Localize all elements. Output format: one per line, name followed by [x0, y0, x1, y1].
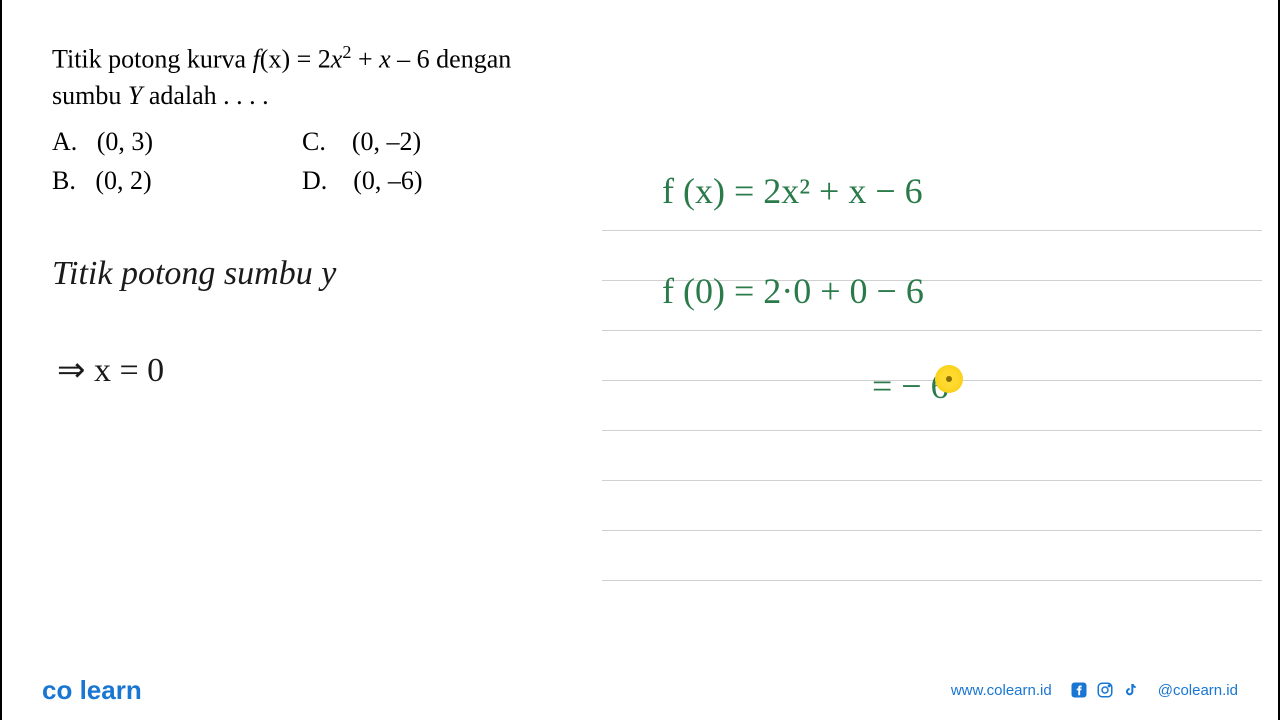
options-row: A. (0, 3) B. (0, 2) C. (0, –2) D. (0, –6… [52, 122, 672, 200]
handwrite-right-1: f (x) = 2x² + x − 6 [662, 170, 923, 212]
options-col-2: C. (0, –2) D. (0, –6) [302, 122, 552, 200]
option-d: D. (0, –6) [302, 161, 552, 200]
post: adalah . . . . [142, 81, 268, 110]
tail: – 6 dengan [391, 45, 512, 74]
option-b: B. (0, 2) [52, 161, 302, 200]
rule-line [602, 430, 1262, 431]
handwrite-left-1: Titik potong sumbu y [52, 255, 336, 293]
text: Titik potong kurva [52, 45, 253, 74]
instagram-icon [1096, 681, 1114, 699]
question-block: Titik potong kurva f(x) = 2x2 + x – 6 de… [52, 40, 672, 200]
eq: = 2 [290, 45, 331, 74]
var-x: x [331, 45, 343, 74]
var-y: Y [128, 81, 142, 110]
handwrite-right-2: f (0) = 2·0 + 0 − 6 [662, 270, 924, 312]
question-line-2: sumbu Y adalah . . . . [52, 78, 672, 114]
rule-line [602, 330, 1262, 331]
brand-logo: co learn [42, 675, 142, 706]
options-col-1: A. (0, 3) B. (0, 2) [52, 122, 302, 200]
arg: (x) [260, 45, 290, 74]
question-line-1: Titik potong kurva f(x) = 2x2 + x – 6 de… [52, 40, 672, 78]
rule-line [602, 580, 1262, 581]
cursor-highlight-icon [935, 365, 963, 393]
handwrite-left-2: ⇒ x = 0 [57, 350, 164, 390]
tiktok-icon [1122, 681, 1140, 699]
footer-url: www.colearn.id [951, 682, 1052, 699]
rule-line [602, 480, 1262, 481]
plus: + [351, 45, 379, 74]
text: sumbu [52, 81, 128, 110]
option-a: A. (0, 3) [52, 122, 302, 161]
rule-line [602, 230, 1262, 231]
footer-handle: @colearn.id [1158, 682, 1238, 699]
option-c: C. (0, –2) [302, 122, 552, 161]
facebook-icon [1070, 681, 1088, 699]
func-f: f [253, 45, 260, 74]
footer-bar: co learn www.colearn.id @colearn.id [2, 660, 1278, 720]
footer-right: www.colearn.id @colearn.id [951, 681, 1238, 699]
var-x2: x [379, 45, 391, 74]
rule-line [602, 530, 1262, 531]
social-icons [1070, 681, 1140, 699]
